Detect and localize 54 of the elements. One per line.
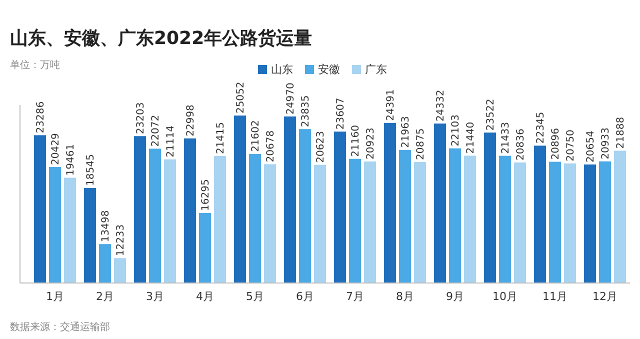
data-label: 20923 [366, 128, 376, 160]
x-tick-label: 11月 [542, 290, 568, 303]
data-label: 24391 [386, 89, 396, 121]
legend-label: 安徽 [318, 63, 340, 76]
data-label: 20875 [416, 128, 426, 160]
data-label: 23835 [300, 95, 312, 128]
data-label: 20678 [266, 130, 276, 162]
data-label: 21415 [216, 122, 226, 154]
x-tick-label: 1月 [46, 290, 64, 303]
data-label: 20836 [516, 128, 526, 160]
data-label: 24332 [436, 90, 446, 122]
x-tick-label: 3月 [146, 290, 164, 303]
x-tick-label: 4月 [196, 290, 214, 303]
data-label: 20623 [316, 131, 326, 163]
chart-title: 山东、安徽、广东2022年公路货运量 [10, 28, 312, 49]
data-label: 22345 [536, 112, 546, 144]
data-label: 21114 [166, 126, 176, 158]
x-tick-label: 8月 [396, 290, 414, 303]
data-label: 20933 [600, 128, 612, 160]
data-label: 22998 [186, 104, 196, 136]
x-tick-label: 5月 [246, 290, 264, 303]
data-label: 21963 [400, 116, 412, 148]
data-label: 21888 [616, 116, 626, 149]
legend-label: 广东 [365, 63, 387, 76]
data-label: 12233 [116, 224, 126, 256]
data-label: 23522 [486, 98, 496, 131]
data-label: 22072 [150, 114, 162, 147]
data-label: 25052 [236, 82, 246, 114]
x-tick-label: 10月 [492, 290, 518, 303]
data-label: 23203 [136, 102, 146, 134]
data-label: 21160 [350, 125, 362, 157]
data-label: 21440 [466, 122, 476, 154]
source-note: 数据来源：交通运输部 [10, 321, 110, 333]
data-label: 23607 [336, 98, 346, 130]
x-tick-label: 6月 [296, 290, 314, 303]
data-label: 19461 [66, 144, 76, 176]
data-label: 24970 [286, 82, 296, 114]
data-label: 20750 [566, 130, 576, 162]
data-label: 20654 [586, 130, 596, 162]
data-label: 18545 [86, 154, 96, 186]
x-tick-label: 9月 [446, 290, 464, 303]
x-tick-label: 2月 [96, 290, 114, 303]
data-label: 16295 [200, 179, 212, 211]
data-label: 23286 [36, 101, 46, 134]
x-tick-label: 7月 [346, 290, 364, 303]
data-label: 20896 [550, 128, 562, 160]
data-label: 22103 [450, 114, 462, 146]
data-label: 20429 [50, 133, 62, 165]
data-label: 21433 [500, 122, 512, 154]
data-label: 13498 [100, 210, 112, 242]
legend-label: 山东 [271, 63, 293, 76]
x-tick-label: 12月 [592, 290, 618, 303]
data-label: 21602 [250, 120, 262, 152]
text: 单位：万吨 [10, 59, 60, 71]
